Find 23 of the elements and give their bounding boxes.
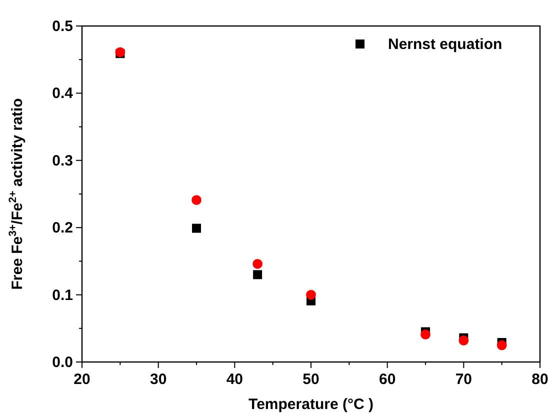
x-tick-label: 30 [150,371,167,388]
y-tick-label: 0.4 [52,85,74,102]
point [420,330,430,340]
y-tick-label: 0.2 [52,220,73,237]
x-tick-label: 70 [455,371,472,388]
x-tick-label: 40 [226,371,244,388]
point [253,270,262,280]
point [458,336,469,346]
point [252,258,263,269]
y-tick-label: 0.1 [52,286,73,304]
y-tick-label: 0.3 [52,152,73,170]
x-tick-label: 60 [378,371,396,388]
x-axis-title: Temperature (°C ) [248,396,374,413]
point [192,224,201,233]
y-tick-label: 0.5 [52,18,73,35]
x-tick-label: 20 [74,371,90,388]
point [192,195,202,205]
legend-label: Nernst equation [388,36,502,53]
y-tick-label: 0.0 [52,354,73,371]
x-tick-label: 50 [302,371,320,388]
point [496,340,507,350]
x-tick-label: 80 [532,371,548,388]
point [306,290,316,300]
